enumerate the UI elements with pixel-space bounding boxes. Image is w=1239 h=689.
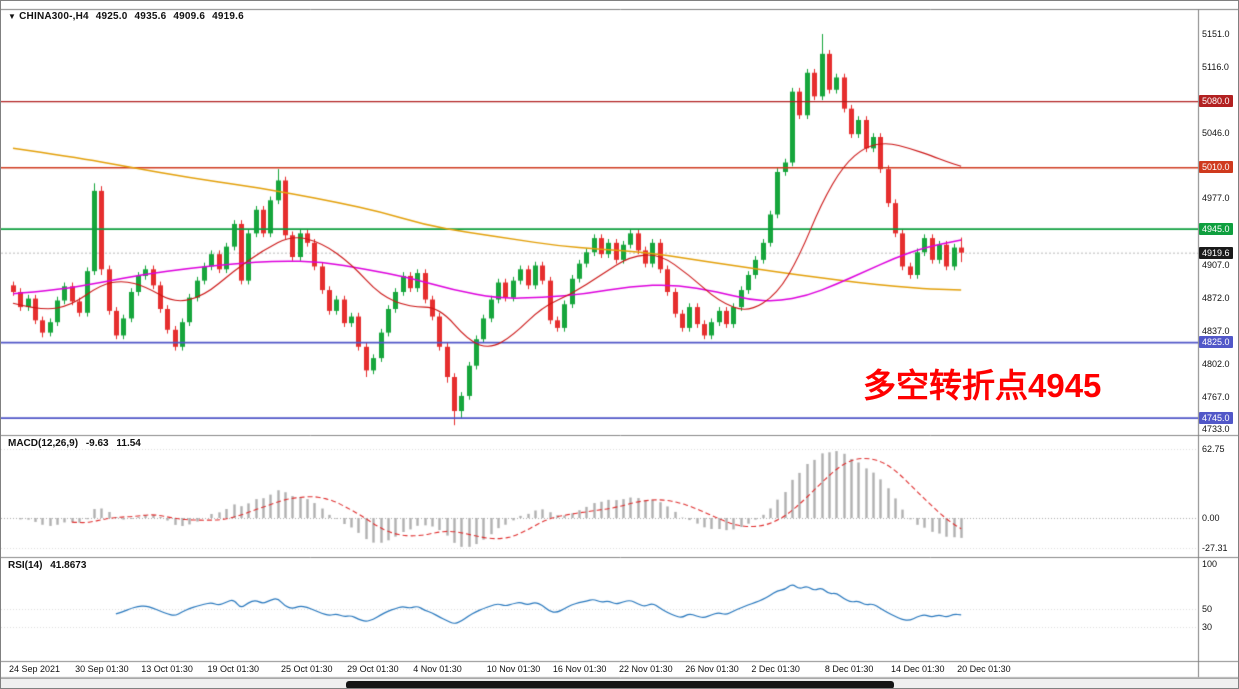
scrollbar-thumb[interactable] <box>346 681 894 688</box>
horizontal-scrollbar[interactable] <box>1 678 1238 688</box>
